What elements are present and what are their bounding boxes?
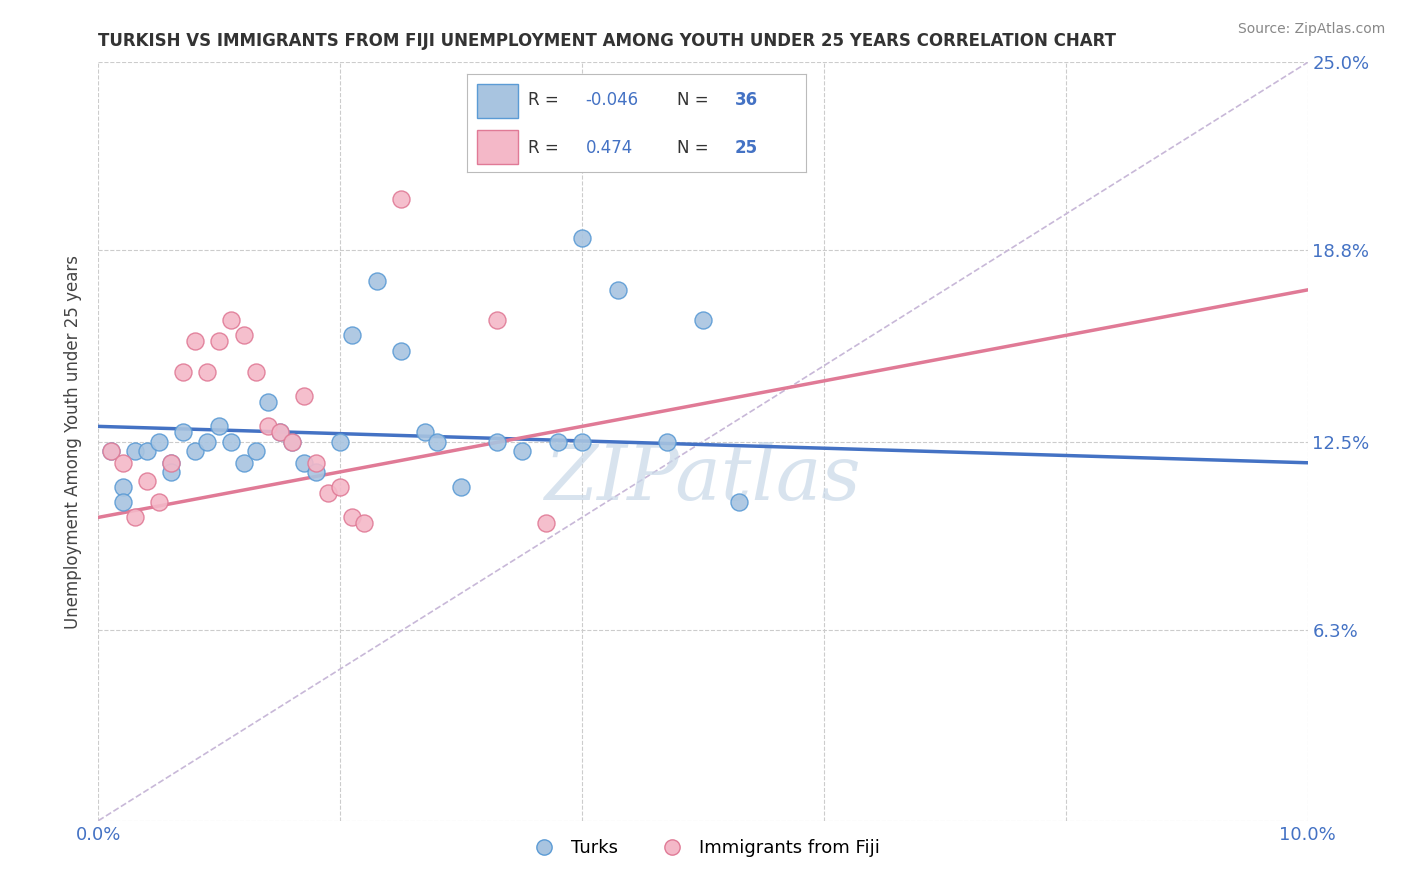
Point <box>184 334 207 349</box>
Point <box>245 365 267 379</box>
Point <box>124 510 146 524</box>
Point <box>245 443 267 458</box>
Point <box>292 456 315 470</box>
Point <box>450 480 472 494</box>
Point <box>111 480 134 494</box>
Point <box>148 495 170 509</box>
Point <box>353 516 375 531</box>
Point <box>316 486 339 500</box>
Point <box>426 434 449 449</box>
Point <box>389 192 412 206</box>
Point <box>342 510 364 524</box>
Point <box>305 456 328 470</box>
Point <box>329 434 352 449</box>
Point <box>269 425 291 440</box>
Point <box>547 434 569 449</box>
Point <box>100 443 122 458</box>
Point <box>486 434 509 449</box>
Text: ZIPatlas: ZIPatlas <box>544 442 862 516</box>
Point <box>172 365 194 379</box>
Point <box>342 328 364 343</box>
Point <box>195 434 218 449</box>
Point <box>111 495 134 509</box>
Point <box>281 434 304 449</box>
Point <box>221 313 243 327</box>
Point <box>232 456 254 470</box>
Point <box>534 516 557 531</box>
Point <box>571 434 593 449</box>
Point <box>281 434 304 449</box>
Point <box>184 443 207 458</box>
Point <box>221 434 243 449</box>
Point <box>510 443 533 458</box>
Point <box>305 465 328 479</box>
Point <box>135 474 157 488</box>
Point <box>655 434 678 449</box>
Point <box>389 343 412 358</box>
Point <box>269 425 291 440</box>
Point <box>111 456 134 470</box>
Point <box>607 283 630 297</box>
Point <box>728 495 751 509</box>
Point <box>571 231 593 245</box>
Point <box>692 313 714 327</box>
Point <box>208 419 231 434</box>
Legend: Turks, Immigrants from Fiji: Turks, Immigrants from Fiji <box>519 832 887 864</box>
Point <box>124 443 146 458</box>
Point <box>160 456 183 470</box>
Point <box>256 395 278 409</box>
Point <box>366 274 388 288</box>
Point <box>172 425 194 440</box>
Point <box>100 443 122 458</box>
Text: TURKISH VS IMMIGRANTS FROM FIJI UNEMPLOYMENT AMONG YOUTH UNDER 25 YEARS CORRELAT: TURKISH VS IMMIGRANTS FROM FIJI UNEMPLOY… <box>98 32 1116 50</box>
Point <box>256 419 278 434</box>
Point <box>208 334 231 349</box>
Point <box>232 328 254 343</box>
Y-axis label: Unemployment Among Youth under 25 years: Unemployment Among Youth under 25 years <box>65 254 83 629</box>
Point <box>329 480 352 494</box>
Point <box>148 434 170 449</box>
Point <box>486 313 509 327</box>
Point <box>160 465 183 479</box>
Point <box>292 389 315 403</box>
Point <box>160 456 183 470</box>
Point <box>135 443 157 458</box>
Point <box>413 425 436 440</box>
Text: Source: ZipAtlas.com: Source: ZipAtlas.com <box>1237 22 1385 37</box>
Point <box>195 365 218 379</box>
